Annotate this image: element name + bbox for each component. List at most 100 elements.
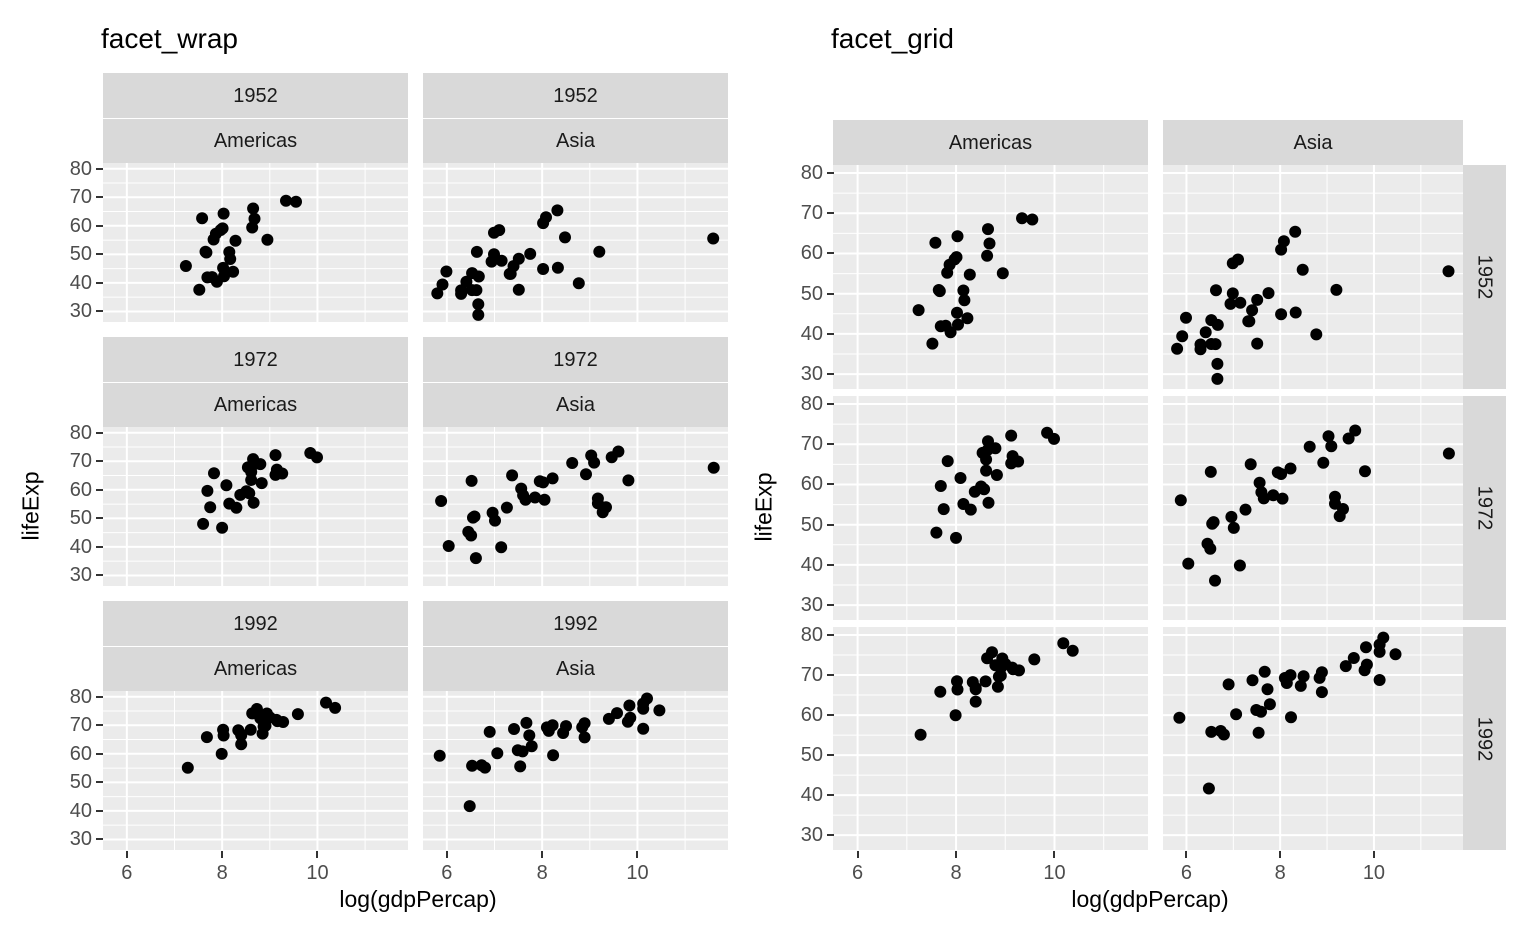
data-point — [235, 729, 248, 742]
data-point — [483, 725, 496, 738]
data-point — [1176, 330, 1189, 343]
y-tick-label: 70 — [69, 186, 92, 209]
data-point — [1277, 235, 1290, 248]
x-tick-mark — [445, 851, 448, 858]
strip-year-1992: 1992 — [103, 601, 408, 646]
data-point — [653, 704, 666, 717]
data-point — [485, 255, 498, 268]
panel-grid-1952-asia — [1163, 165, 1463, 389]
y-tick-mark — [827, 252, 834, 255]
data-point — [950, 251, 963, 264]
y-tick-mark — [96, 281, 103, 284]
data-point — [969, 683, 982, 696]
data-point — [929, 236, 942, 249]
strip-year-1972: 1972 — [103, 337, 408, 382]
data-point — [472, 308, 485, 321]
y-tick-label: 40 — [800, 322, 823, 345]
data-point — [934, 320, 947, 333]
y-tick-label: 40 — [69, 271, 92, 294]
data-point — [1337, 503, 1349, 515]
data-point — [201, 484, 214, 497]
data-point — [179, 260, 192, 272]
data-point — [436, 278, 449, 291]
data-point — [983, 237, 996, 250]
data-point — [1296, 263, 1309, 276]
y-tick-mark — [827, 794, 834, 797]
data-point — [979, 675, 992, 688]
data-point — [949, 709, 962, 722]
data-point — [1211, 357, 1224, 370]
facet-grid-y-axis-title: lifeExp — [750, 472, 777, 542]
y-tick-mark — [827, 604, 834, 607]
y-tick-label: 40 — [800, 553, 823, 576]
data-point — [1180, 311, 1192, 324]
data-point — [1217, 728, 1230, 741]
y-tick-label: 80 — [800, 162, 823, 185]
data-point — [493, 224, 506, 237]
data-point — [1289, 306, 1302, 319]
data-point — [491, 747, 504, 760]
data-point — [1297, 670, 1310, 683]
data-point — [951, 683, 964, 696]
data-point — [961, 312, 974, 325]
data-point — [1206, 517, 1219, 530]
data-point — [465, 529, 478, 542]
data-point — [1373, 645, 1386, 658]
strip-continent-asia: Asia — [423, 647, 728, 691]
data-point — [1057, 637, 1070, 650]
data-point — [1359, 465, 1371, 478]
strip-continent-asia: Asia — [423, 119, 728, 163]
y-tick-mark — [96, 196, 103, 199]
data-point — [234, 488, 247, 501]
strip-year-1992: 1992 — [423, 601, 728, 646]
data-point — [1182, 557, 1195, 570]
data-point — [981, 249, 994, 262]
data-point — [951, 230, 964, 243]
data-point — [1330, 283, 1343, 296]
x-tick-label: 8 — [216, 862, 228, 884]
x-tick-mark — [1279, 851, 1282, 858]
data-point — [470, 245, 483, 258]
y-tick-mark — [96, 838, 103, 841]
data-point — [1251, 293, 1264, 306]
data-point — [989, 659, 1002, 672]
data-point — [1251, 337, 1264, 350]
y-tick-label: 40 — [69, 535, 92, 558]
data-point — [914, 728, 927, 741]
data-point — [1174, 494, 1187, 507]
y-tick-label: 70 — [800, 433, 823, 456]
y-tick-mark — [827, 483, 834, 486]
data-point — [538, 493, 551, 506]
panel-background — [103, 163, 408, 322]
data-point — [926, 337, 939, 350]
data-point — [1239, 503, 1252, 516]
data-point — [1289, 225, 1302, 238]
data-point — [1252, 726, 1265, 739]
data-point — [1242, 315, 1255, 328]
data-point — [1048, 432, 1060, 445]
data-point — [1310, 328, 1323, 341]
data-point — [1339, 660, 1352, 673]
y-tick-label: 50 — [800, 513, 823, 536]
data-point — [244, 723, 257, 736]
y-tick-mark — [827, 563, 834, 566]
y-tick-label: 70 — [69, 450, 92, 473]
panel-background — [1163, 627, 1463, 850]
data-point — [1211, 372, 1224, 385]
data-point — [1261, 683, 1274, 696]
data-point — [1199, 326, 1212, 339]
y-tick-label: 60 — [69, 742, 92, 765]
data-point — [1342, 432, 1355, 445]
data-point — [200, 246, 213, 259]
data-point — [912, 304, 925, 317]
data-point — [181, 761, 194, 774]
data-point — [329, 701, 342, 714]
data-point — [486, 506, 499, 519]
data-point — [981, 652, 994, 665]
y-tick-mark — [96, 545, 103, 548]
strip-year-1952: 1952 — [423, 73, 728, 118]
y-tick-label: 80 — [800, 393, 823, 416]
data-point — [1284, 462, 1297, 475]
data-point — [1271, 466, 1284, 479]
x-tick-mark — [316, 851, 319, 858]
